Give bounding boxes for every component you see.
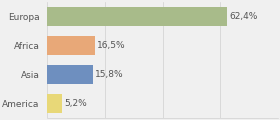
Bar (47, 7, 227, 26)
Bar (47, 94, 62, 113)
Text: 16,5%: 16,5% (97, 41, 126, 50)
Bar (47, 65, 93, 84)
Text: 15,8%: 15,8% (95, 70, 123, 79)
Text: 62,4%: 62,4% (229, 12, 258, 21)
Text: 5,2%: 5,2% (64, 99, 87, 108)
Bar (47, 36, 95, 55)
